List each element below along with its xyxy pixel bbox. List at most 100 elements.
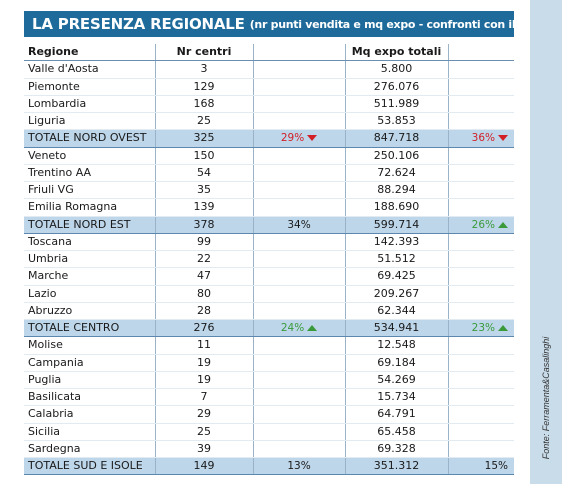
nr-centri-cell: 139 [154,198,253,217]
pct-nr-cell: 24% [252,318,345,338]
mq-expo-cell: 599.714 [344,215,448,234]
mq-expo-cell: 351.312 [344,456,448,476]
region-name: Molise [24,336,155,355]
pct-mq-cell [447,388,514,407]
pct-nr-cell [252,302,345,321]
region-name: Trentino AA [24,164,155,183]
pct-mq-cell [447,423,514,441]
table-row: Emilia Romagna 139 188.690 [24,198,514,217]
region-name: Marche [24,267,155,286]
pct-mq-cell [447,198,514,217]
pct-nr-cell [252,354,345,372]
total-row: TOTALE SUD E ISOLE 149 13% 351.312 15% [24,456,514,476]
mq-expo-cell: 51.512 [344,250,448,269]
header-mq-expo: Mq expo totali [344,44,448,62]
pct-nr-value: 34% [287,218,311,231]
nr-centri-cell: 325 [154,129,253,148]
nr-centri-cell: 25 [154,423,253,441]
region-name: Emilia Romagna [24,198,155,217]
pct-nr-cell [252,233,345,252]
nr-centri-cell: 276 [154,318,253,338]
pct-mq-cell [447,95,514,114]
pct-nr-cell [252,285,345,303]
mq-expo-cell: 209.267 [344,285,448,303]
pct-nr-cell [252,95,345,114]
region-name: Lombardia [24,95,155,114]
pct-mq-value: 23% [471,322,495,335]
region-name: Campania [24,354,155,372]
region-name: Liguria [24,112,155,131]
side-color-band [530,0,562,484]
mq-expo-cell: 88.294 [344,181,448,200]
nr-centri-cell: 11 [154,336,253,355]
region-name: Veneto [24,147,155,165]
total-label: TOTALE SUD E ISOLE [24,456,155,476]
page-subtitle: (nr punti vendita e mq expo - confronti … [249,17,514,31]
triangle-up-icon [307,325,318,332]
pct-mq-value: 15% [484,460,508,473]
nr-centri-cell: 3 [154,60,253,79]
nr-centri-cell: 54 [154,164,253,183]
pct-mq-cell [447,112,514,131]
mq-expo-cell: 847.718 [344,129,448,148]
pct-mq-cell [447,233,514,252]
mq-expo-cell: 534.941 [344,318,448,338]
mq-expo-cell: 72.624 [344,164,448,183]
pct-nr-cell [252,371,345,390]
table-row: Piemonte 129 276.076 [24,78,514,96]
pct-nr-value: 13% [287,460,311,473]
triangle-up-icon [498,325,508,332]
pct-nr-cell [252,147,345,165]
triangle-down-icon [498,135,508,142]
nr-centri-cell: 29 [154,405,253,424]
table-row: Liguria 25 53.853 [24,112,514,131]
nr-centri-cell: 22 [154,250,253,269]
pct-nr-cell [252,250,345,269]
mq-expo-cell: 188.690 [344,198,448,217]
table-row: Sardegna 39 69.328 [24,440,514,459]
pct-nr-cell [252,388,345,407]
pct-mq-cell [447,78,514,96]
pct-nr-cell [252,60,345,79]
nr-centri-cell: 149 [154,456,253,476]
table-row: Friuli VG 35 88.294 [24,181,514,200]
region-name: Basilicata [24,388,155,407]
nr-centri-cell: 19 [154,371,253,390]
pct-nr-cell [252,405,345,424]
pct-mq-cell [447,354,514,372]
triangle-down-icon [307,135,318,142]
pct-nr-cell [252,198,345,217]
title-bar: LA PRESENZA REGIONALE (nr punti vendita … [24,11,514,37]
table-row: Molise 11 12.548 [24,336,514,355]
region-name: Toscana [24,233,155,252]
nr-centri-cell: 150 [154,147,253,165]
mq-expo-cell: 69.425 [344,267,448,286]
nr-centri-cell: 47 [154,267,253,286]
table-row: Basilicata 7 15.734 [24,388,514,407]
nr-centri-cell: 19 [154,354,253,372]
page-title: LA PRESENZA REGIONALE [32,15,245,33]
total-label: TOTALE NORD EST [24,215,155,234]
pct-nr-cell: 13% [252,456,345,476]
table-row: Campania 19 69.184 [24,354,514,372]
mq-expo-cell: 5.800 [344,60,448,79]
mq-expo-cell: 250.106 [344,147,448,165]
table-row: Trentino AA 54 72.624 [24,164,514,183]
table-row: Valle d'Aosta 3 5.800 [24,60,514,79]
nr-centri-cell: 39 [154,440,253,459]
region-name: Abruzzo [24,302,155,321]
mq-expo-cell: 65.458 [344,423,448,441]
pct-mq-cell [447,147,514,165]
nr-centri-cell: 7 [154,388,253,407]
mq-expo-cell: 142.393 [344,233,448,252]
pct-nr-cell [252,112,345,131]
pct-mq-cell [447,267,514,286]
pct-nr-cell [252,78,345,96]
table-row: Sicilia 25 65.458 [24,423,514,441]
nr-centri-cell: 25 [154,112,253,131]
pct-mq-cell: 23% [447,318,514,338]
region-name: Sicilia [24,423,155,441]
table-row: Marche 47 69.425 [24,267,514,286]
mq-expo-cell: 53.853 [344,112,448,131]
header-spacer-2 [447,44,514,62]
